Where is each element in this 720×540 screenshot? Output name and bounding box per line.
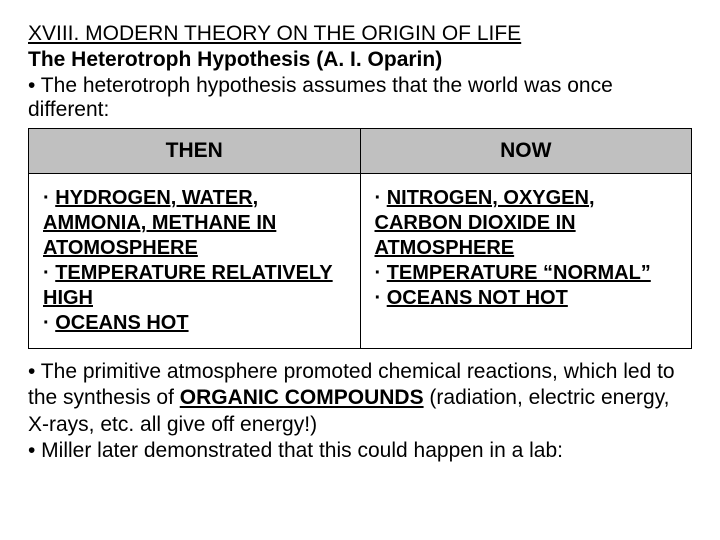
emphasis-text: ORGANIC COMPOUNDS [180, 386, 424, 409]
bullet-prefix: · [43, 312, 55, 334]
bullet-text: • Miller later demonstrated that this co… [28, 439, 563, 462]
column-header-then: THEN [29, 129, 361, 174]
cell-text: OCEANS NOT HOT [387, 287, 568, 309]
comparison-table-wrap: THEN NOW · HYDROGEN, WATER, AMMONIA, MET… [28, 128, 692, 349]
section-heading: XVIII. MODERN THEORY ON THE ORIGIN OF LI… [28, 22, 692, 46]
slide: XVIII. MODERN THEORY ON THE ORIGIN OF LI… [0, 0, 720, 486]
comparison-table: THEN NOW · HYDROGEN, WATER, AMMONIA, MET… [28, 128, 692, 349]
cell-text: TEMPERATURE “NORMAL” [387, 262, 651, 284]
cell-text: HYDROGEN, WATER, AMMONIA, METHANE IN ATO… [43, 187, 276, 259]
bullet-prefix: · [375, 187, 387, 209]
bullet-prefix: · [375, 287, 387, 309]
cell-then: · HYDROGEN, WATER, AMMONIA, METHANE IN A… [29, 174, 361, 349]
table-row: · HYDROGEN, WATER, AMMONIA, METHANE IN A… [29, 174, 692, 349]
table-header-row: THEN NOW [29, 129, 692, 174]
bullet-prefix: · [43, 187, 55, 209]
column-header-now: NOW [360, 129, 692, 174]
bottom-bullets: • The primitive atmosphere promoted chem… [28, 359, 692, 464]
cell-text: OCEANS HOT [55, 312, 188, 334]
bullet-prefix: · [375, 262, 387, 284]
cell-text: NITROGEN, OXYGEN, CARBON DIOXIDE IN ATMO… [375, 187, 595, 259]
bullet-prefix: · [43, 262, 55, 284]
intro-bullet: • The heterotroph hypothesis assumes tha… [28, 74, 692, 122]
subheading: The Heterotroph Hypothesis (A. I. Oparin… [28, 48, 692, 72]
cell-text: TEMPERATURE RELATIVELY HIGH [43, 262, 333, 309]
cell-now: · NITROGEN, OXYGEN, CARBON DIOXIDE IN AT… [360, 174, 692, 349]
